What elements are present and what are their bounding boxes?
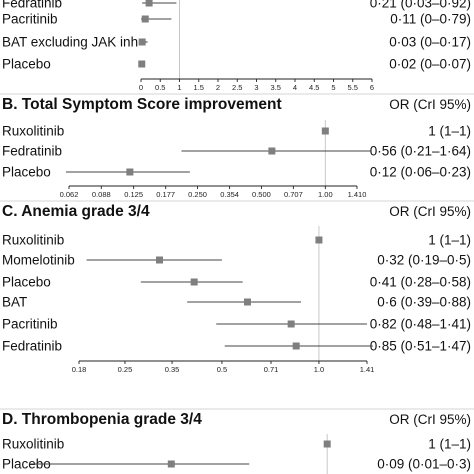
x-tick-label: 0.5 [217, 365, 227, 374]
x-tick-label: 3 [254, 83, 258, 92]
panel-title: B. Total Symptom Score improvement [2, 96, 282, 113]
x-tick-label: 1 [177, 83, 181, 92]
x-tick-label: 1.5 [194, 83, 204, 92]
x-tick-label: 0.062 [60, 190, 79, 199]
panel-title: D. Thrombopenia grade 3/4 [2, 411, 202, 428]
or-ci-value: 0·6 (0·39–0·88) [377, 295, 471, 310]
row-label: BAT [2, 295, 27, 310]
x-tick-label: 4.5 [309, 83, 319, 92]
x-tick-label: 4 [293, 83, 297, 92]
or-ci-value: 0·03 (0–0·17) [389, 35, 471, 50]
x-tick-label: 0.177 [156, 190, 175, 199]
or-ci-value: 0·21 (0·03–0·92) [370, 0, 471, 11]
x-tick-label: 0.25 [118, 365, 133, 374]
or-ci-value: 0·85 (0·51–1·47) [370, 339, 471, 354]
x-tick-label: 0.35 [165, 365, 180, 374]
or-ci-value: 0·11 (0–0·79) [390, 12, 471, 27]
x-tick-label: 0.18 [72, 365, 87, 374]
row-label: Fedratinib [2, 0, 62, 11]
or-ci-value: 0·32 (0·19–0·5) [377, 253, 471, 268]
row-label: Ruxolitinib [2, 124, 64, 139]
x-tick-label: 3.5 [271, 83, 281, 92]
x-tick-label: 1.41 [360, 365, 375, 374]
row-label: Momelotinib [2, 253, 75, 268]
row-label: Placebo [2, 165, 51, 180]
x-tick-label: 0.250 [188, 190, 207, 199]
or-ci-value: 0·82 (0·48–1·41) [370, 317, 471, 332]
x-tick-label: 1.0 [314, 365, 324, 374]
point-estimate [323, 440, 331, 448]
point-estimate [292, 342, 300, 350]
x-tick-label: 0.71 [264, 365, 279, 374]
point-estimate [243, 298, 251, 306]
or-ci-value: 0·41 (0·28–0·58) [370, 275, 471, 290]
x-tick-label: 1.410 [348, 190, 367, 199]
row-label: Ruxolitinib [2, 233, 64, 248]
x-tick-label: 0.5 [155, 83, 165, 92]
panel-title: C. Anemia grade 3/4 [2, 203, 150, 220]
point-estimate [268, 147, 276, 155]
row-label: Placebo [2, 57, 51, 72]
point-estimate [287, 320, 295, 328]
x-tick-label: 0.500 [252, 190, 271, 199]
point-estimate [145, 0, 153, 7]
or-ci-value: 0·09 (0·01–0·3) [377, 457, 471, 472]
x-tick-label: 2.5 [232, 83, 242, 92]
row-label: Pacritinib [2, 317, 58, 332]
x-tick-label: 2 [216, 83, 220, 92]
x-tick-label: 0.125 [124, 190, 143, 199]
row-label: BAT excluding JAK inh [2, 35, 138, 50]
row-label: Fedratinib [2, 144, 62, 159]
ci-column-header: OR (CrI 95%) [389, 97, 471, 112]
x-tick-label: 0.707 [284, 190, 303, 199]
x-tick-label: 0.088 [92, 190, 111, 199]
x-tick-label: 5 [331, 83, 335, 92]
point-estimate [190, 278, 198, 286]
or-ci-value: 1 (1–1) [428, 233, 471, 248]
x-tick-label: 0.354 [220, 190, 239, 199]
row-label: Pacritinib [2, 12, 58, 27]
point-estimate [141, 15, 149, 23]
or-ci-value: 0·02 (0–0·07) [389, 57, 471, 72]
row-label: Ruxolitinib [2, 437, 64, 452]
or-ci-value: 1 (1–1) [428, 437, 471, 452]
ci-column-header: OR (CrI 95%) [389, 412, 471, 427]
x-tick-label: 1.00 [318, 190, 333, 199]
ci-column-header: OR (CrI 95%) [389, 204, 471, 219]
point-estimate [315, 236, 323, 244]
point-estimate [156, 256, 164, 264]
or-ci-value: 0·12 (0·06–0·23) [370, 165, 471, 180]
or-ci-value: 1 (1–1) [428, 124, 471, 139]
row-label: Placebo [2, 275, 51, 290]
point-estimate [321, 127, 329, 135]
point-estimate [138, 60, 146, 68]
row-label: Placebo [2, 457, 51, 472]
x-tick-label: 5.5 [348, 83, 358, 92]
point-estimate [138, 38, 146, 46]
x-tick-label: 6 [370, 83, 374, 92]
x-tick-label: 0 [139, 83, 143, 92]
point-estimate [167, 460, 175, 468]
point-estimate [126, 168, 134, 176]
or-ci-value: 0·56 (0·21–1·64) [370, 144, 471, 159]
row-label: Fedratinib [2, 339, 62, 354]
